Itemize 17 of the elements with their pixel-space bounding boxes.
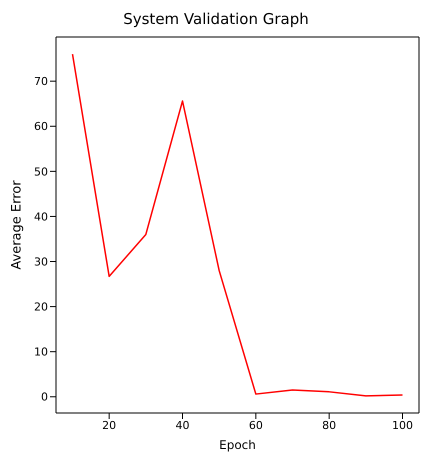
y-tick-label: 10: [34, 346, 48, 359]
y-axis-title: Average Error: [10, 180, 25, 270]
line-series: [72, 53, 404, 397]
y-tick-label: 0: [41, 390, 48, 404]
x-tick-label: 20: [102, 418, 116, 432]
chart-title: System Validation Graph: [122, 9, 310, 30]
y-tick-label: 60: [34, 120, 48, 134]
x-tick-label: 60: [248, 418, 263, 432]
y-tick-label: 40: [34, 210, 48, 224]
x-axis-title: Epoch: [219, 438, 256, 452]
y-tick-label: 20: [34, 300, 48, 314]
x-tick-label: 80: [322, 418, 336, 432]
y-tick-label: 50: [34, 165, 48, 178]
y-tick-label: 70: [34, 75, 48, 88]
y-tick-label: 30: [34, 255, 48, 268]
x-tick-label: 100: [392, 418, 413, 432]
x-tick-label: 40: [176, 418, 190, 432]
